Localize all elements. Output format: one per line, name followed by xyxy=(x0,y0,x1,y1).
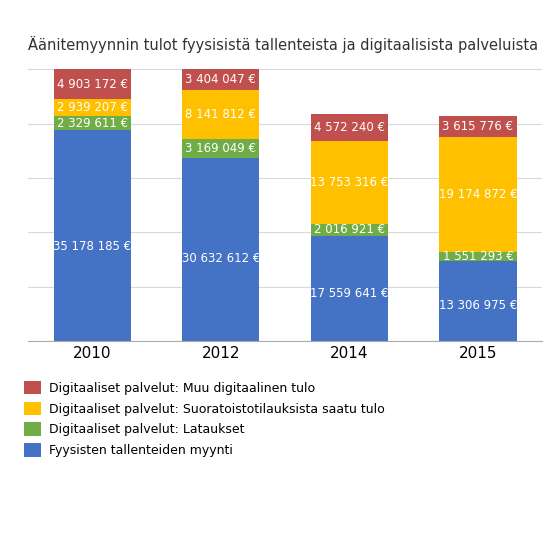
Bar xyxy=(182,139,259,158)
Text: 4 903 172 €: 4 903 172 € xyxy=(56,78,128,91)
Text: 4 572 240 €: 4 572 240 € xyxy=(314,121,385,134)
Bar xyxy=(439,116,517,137)
Bar xyxy=(182,90,259,139)
Text: 13 753 316 €: 13 753 316 € xyxy=(310,176,389,189)
Legend: Digitaaliset palvelut: Muu digitaalinen tulo, Digitaaliset palvelut: Suoratoisto: Digitaaliset palvelut: Muu digitaalinen … xyxy=(24,381,385,457)
Bar xyxy=(54,116,131,131)
Bar xyxy=(54,69,131,99)
Bar xyxy=(439,252,517,261)
Text: 2 016 921 €: 2 016 921 € xyxy=(314,223,385,236)
Text: 17 559 641 €: 17 559 641 € xyxy=(310,287,389,300)
Bar xyxy=(182,69,259,90)
Text: 3 169 049 €: 3 169 049 € xyxy=(185,142,257,155)
Bar xyxy=(311,224,388,236)
Text: 19 174 872 €: 19 174 872 € xyxy=(439,188,517,201)
Text: 13 306 975 €: 13 306 975 € xyxy=(439,298,517,312)
Text: Äänitemyynnin tulot fyysisistä tallenteista ja digitaalisista palveluista: Äänitemyynnin tulot fyysisistä tallentei… xyxy=(28,36,538,53)
Bar xyxy=(439,137,517,252)
Text: 2 329 611 €: 2 329 611 € xyxy=(56,117,128,130)
Text: 2 939 207 €: 2 939 207 € xyxy=(56,101,128,114)
Text: 30 632 612 €: 30 632 612 € xyxy=(182,252,260,265)
Bar xyxy=(54,99,131,116)
Bar xyxy=(54,131,131,341)
Text: 3 404 047 €: 3 404 047 € xyxy=(186,73,256,86)
Bar xyxy=(311,236,388,341)
Text: 35 178 185 €: 35 178 185 € xyxy=(53,240,131,253)
Bar xyxy=(311,141,388,224)
Bar xyxy=(311,114,388,141)
Bar xyxy=(182,158,259,341)
Text: 1 551 293 €: 1 551 293 € xyxy=(443,250,513,263)
Bar xyxy=(439,261,517,341)
Text: 3 615 776 €: 3 615 776 € xyxy=(442,120,514,133)
Text: 8 141 812 €: 8 141 812 € xyxy=(185,108,257,120)
